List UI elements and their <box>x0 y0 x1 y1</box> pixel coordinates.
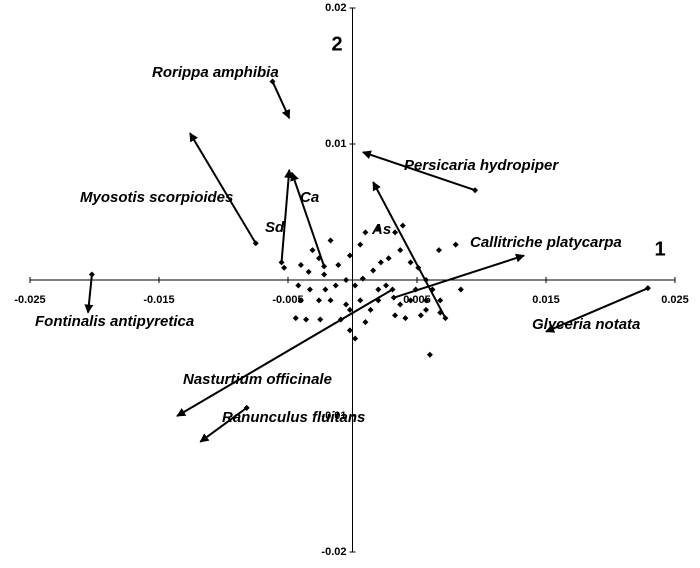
vector-start <box>644 285 651 292</box>
sample-point <box>457 286 464 293</box>
vector-start <box>321 263 328 270</box>
x-axis-label: 1 <box>654 238 665 260</box>
sample-point <box>317 316 324 323</box>
sample-point <box>452 241 459 248</box>
sample-point <box>309 247 316 254</box>
sample-point <box>332 282 339 289</box>
sample-point <box>352 335 359 342</box>
sample-point <box>407 297 414 304</box>
vector-label: Nasturtium officinale <box>183 371 332 388</box>
x-tick-label: -0.005 <box>272 294 303 306</box>
x-tick-label: -0.025 <box>14 294 45 306</box>
vector-label: Persicaria hydropiper <box>404 157 559 174</box>
sample-point <box>426 351 433 358</box>
vector-arrow <box>280 168 294 263</box>
vector-label: Rorippa amphibia <box>152 64 279 81</box>
vector-arrow <box>271 81 291 119</box>
sample-point <box>346 252 353 259</box>
vector-label: Sd <box>265 219 285 236</box>
sample-point <box>297 297 304 304</box>
sample-point <box>327 237 334 244</box>
sample-point <box>423 297 430 304</box>
vector-arrow <box>372 181 447 319</box>
sample-point <box>435 247 442 254</box>
sample-point <box>281 264 288 271</box>
y-tick-label: -0.01 <box>321 410 346 422</box>
sample-point <box>352 282 359 289</box>
sample-point <box>335 262 342 269</box>
vector-arrow <box>545 287 649 333</box>
sample-point <box>385 255 392 262</box>
vector-start <box>390 294 397 301</box>
x-tick-label: 0.015 <box>532 294 560 306</box>
vector-arrow <box>189 132 257 244</box>
sample-point <box>297 262 304 269</box>
vector-label: As <box>371 221 391 238</box>
sample-point <box>303 316 310 323</box>
sample-point <box>423 306 430 313</box>
sample-point <box>402 315 409 322</box>
vector-label: Glyceria notata <box>532 316 640 333</box>
vector-arrow <box>290 171 326 267</box>
sample-point <box>370 267 377 274</box>
sample-point <box>357 297 364 304</box>
vector-start <box>252 240 259 247</box>
vector-start <box>472 187 479 194</box>
y-tick-label: 0.02 <box>325 2 346 14</box>
y-tick-label: 0.01 <box>325 138 346 150</box>
vector-label: Callitriche platycarpa <box>470 234 622 251</box>
sample-point <box>392 229 399 236</box>
sample-point <box>383 282 390 289</box>
sample-point <box>377 259 384 266</box>
vector-start <box>88 271 95 278</box>
sample-point <box>346 327 353 334</box>
vector-arrow <box>393 253 525 299</box>
plot-area: -0.025 -0.015 -0.005 0.005 0.015 0.0250.020.0… <box>14 2 688 558</box>
sample-point <box>397 301 404 308</box>
vector-arrow <box>199 407 248 443</box>
vector-start <box>442 315 449 322</box>
sample-point <box>407 259 414 266</box>
y-tick-label: -0.02 <box>321 546 346 558</box>
sample-point <box>375 225 382 232</box>
vector-label: Ca <box>300 189 319 206</box>
sample-point <box>315 297 322 304</box>
sample-point <box>327 297 334 304</box>
sample-point <box>437 297 444 304</box>
sample-point <box>399 222 406 229</box>
y-axis-label: 2 <box>331 33 342 55</box>
sample-point <box>346 306 353 313</box>
sample-point <box>362 229 369 236</box>
sample-point <box>305 268 312 275</box>
sample-point <box>322 286 329 293</box>
sample-point <box>359 275 366 282</box>
x-tick-label: -0.015 <box>143 294 174 306</box>
sample-point <box>306 286 313 293</box>
vector-label: Fontinalis antipyretica <box>35 313 194 330</box>
sample-point <box>392 312 399 319</box>
sample-point <box>367 306 374 313</box>
sample-point <box>295 282 302 289</box>
vector-start <box>243 404 250 411</box>
vector-label: Ranunculus fluitans <box>222 409 365 426</box>
sample-point <box>357 241 364 248</box>
vector-arrow <box>176 288 393 417</box>
vector-start <box>278 259 285 266</box>
vector-start <box>389 286 396 293</box>
vector-label: Myosotis scorpioides <box>80 189 233 206</box>
sample-point <box>321 271 328 278</box>
x-tick-label: 0.025 <box>661 294 689 306</box>
sample-point <box>315 255 322 262</box>
sample-point <box>343 301 350 308</box>
sample-point <box>362 319 369 326</box>
vector-arrow <box>361 150 476 192</box>
sample-point <box>417 312 424 319</box>
vector-arrow <box>84 274 94 314</box>
sample-point <box>397 247 404 254</box>
sample-point <box>343 277 350 283</box>
sample-point <box>292 315 299 322</box>
vector-start <box>269 78 276 85</box>
sample-point <box>375 286 382 293</box>
